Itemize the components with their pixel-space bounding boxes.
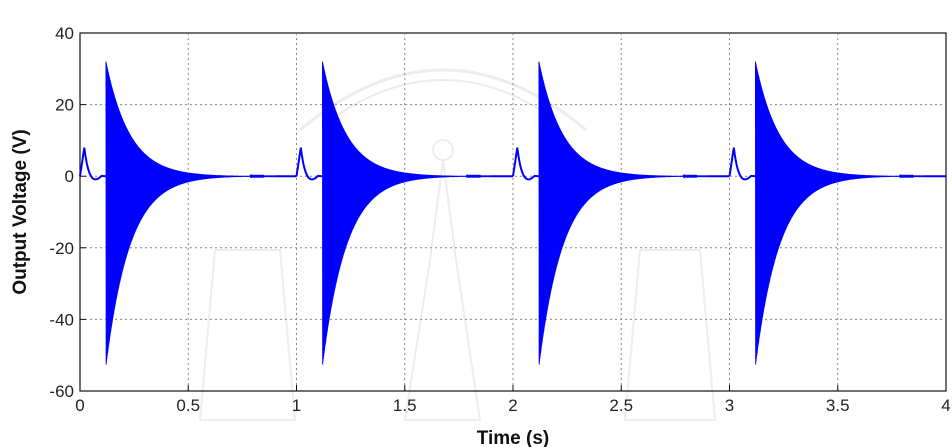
x-tick-label: 1.5 bbox=[393, 396, 417, 415]
series-bump bbox=[295, 147, 323, 181]
y-axis-label: Output Voltage (V) bbox=[10, 129, 31, 294]
series-oscillation bbox=[105, 61, 276, 365]
x-tick-label: 1 bbox=[292, 396, 301, 415]
x-tick-label: 0 bbox=[75, 396, 84, 415]
series-bump bbox=[728, 147, 756, 181]
x-tick-label: 2.5 bbox=[609, 396, 633, 415]
series-bump bbox=[79, 147, 107, 181]
series-oscillation bbox=[322, 61, 492, 365]
grid bbox=[80, 33, 946, 391]
plot-area: 0 0.5 1 1.5 2 2.5 3 3.5 4 -60 -40 -20 0 20 40 bbox=[49, 24, 950, 415]
plot-frame bbox=[79, 32, 947, 392]
y-tick-label: -40 bbox=[49, 310, 74, 329]
y-tick-label: 0 bbox=[65, 167, 74, 186]
x-tick-label: 3 bbox=[725, 396, 734, 415]
x-tick-label: 4 bbox=[941, 396, 950, 415]
x-tick-label: 0.5 bbox=[176, 396, 200, 415]
x-tick-label: 2 bbox=[508, 396, 517, 415]
series-group bbox=[79, 61, 946, 365]
y-axis: -60 -40 -20 0 20 40 bbox=[49, 24, 86, 401]
y-tick-label: -20 bbox=[49, 239, 74, 258]
x-tick-label: 3.5 bbox=[826, 396, 850, 415]
series-oscillation bbox=[538, 61, 709, 365]
series-oscillation bbox=[755, 61, 925, 365]
series-bump bbox=[512, 147, 540, 181]
y-tick-label: -60 bbox=[49, 382, 74, 401]
x-axis-label: Time (s) bbox=[477, 428, 550, 447]
y-tick-label: 40 bbox=[55, 24, 74, 43]
x-axis: 0 0.5 1 1.5 2 2.5 3 3.5 4 bbox=[75, 385, 951, 415]
y-tick-label: 20 bbox=[55, 96, 74, 115]
watermark-emblem bbox=[198, 68, 717, 421]
